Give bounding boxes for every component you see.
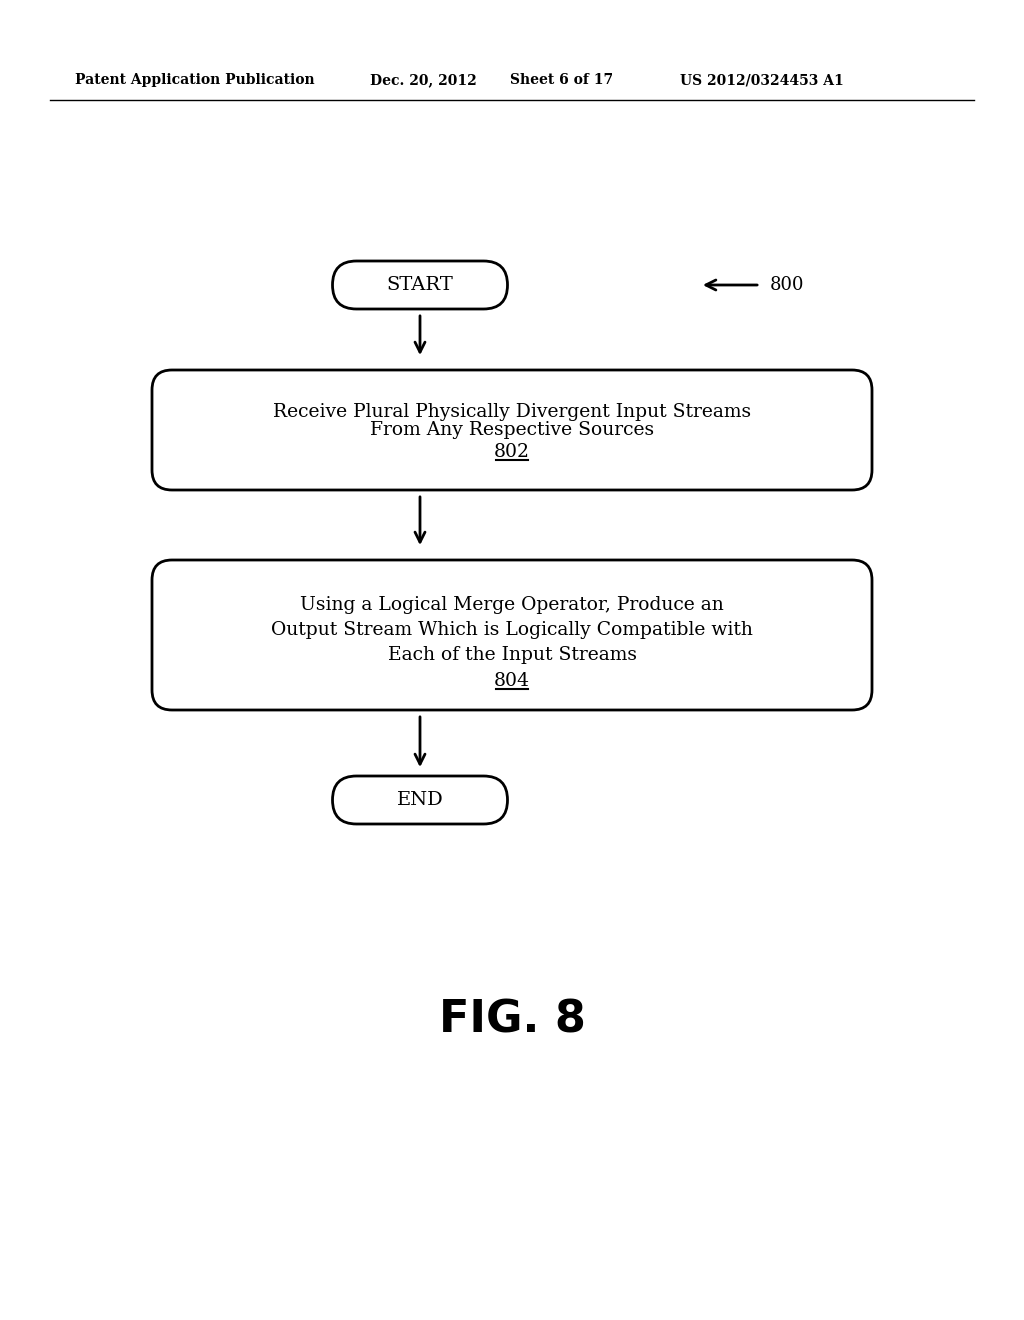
FancyBboxPatch shape — [333, 776, 508, 824]
Text: 804: 804 — [494, 672, 530, 690]
Text: END: END — [396, 791, 443, 809]
Text: Dec. 20, 2012: Dec. 20, 2012 — [370, 73, 477, 87]
Text: US 2012/0324453 A1: US 2012/0324453 A1 — [680, 73, 844, 87]
Text: Sheet 6 of 17: Sheet 6 of 17 — [510, 73, 613, 87]
Text: Using a Logical Merge Operator, Produce an: Using a Logical Merge Operator, Produce … — [300, 597, 724, 614]
FancyBboxPatch shape — [333, 261, 508, 309]
Text: Output Stream Which is Logically Compatible with: Output Stream Which is Logically Compati… — [271, 620, 753, 639]
Text: Receive Plural Physically Divergent Input Streams: Receive Plural Physically Divergent Inpu… — [273, 403, 751, 421]
Text: START: START — [387, 276, 454, 294]
Text: Patent Application Publication: Patent Application Publication — [75, 73, 314, 87]
FancyBboxPatch shape — [152, 370, 872, 490]
Text: Each of the Input Streams: Each of the Input Streams — [387, 645, 637, 664]
Text: FIG. 8: FIG. 8 — [438, 998, 586, 1041]
Text: 802: 802 — [494, 444, 530, 461]
FancyBboxPatch shape — [152, 560, 872, 710]
Text: From Any Respective Sources: From Any Respective Sources — [370, 421, 654, 440]
Text: 800: 800 — [770, 276, 805, 294]
